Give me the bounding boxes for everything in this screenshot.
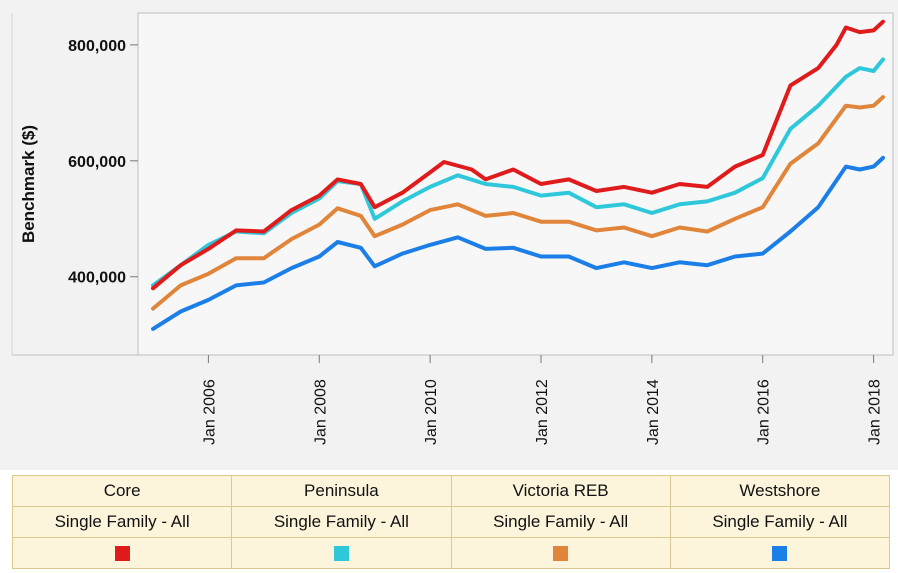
legend-name-westshore: Westshore [669, 475, 891, 507]
legend-swatch-westshore[interactable] [772, 546, 788, 562]
legend-swatch-cell-victoria-reb [450, 537, 671, 569]
series-line-core [151, 19, 885, 291]
legend-name-victoria-reb: Victoria REB [450, 475, 671, 507]
series-line-victoria-reb [151, 95, 885, 311]
legend-table: Core Peninsula Victoria REB Westshore Si… [11, 475, 891, 569]
series-line-peninsula [151, 57, 885, 288]
legend-swatch-cell-core [11, 537, 233, 569]
legend-swatch-cell-peninsula [231, 537, 452, 569]
series-line-westshore [151, 155, 885, 331]
legend-row-swatches [11, 537, 891, 569]
x-tick-label-2010: Jan 2010 [423, 379, 440, 445]
legend-swatch-core[interactable] [114, 546, 130, 562]
x-ticks: Jan 2006 Jan 2008 Jan 2010 Jan 2012 Jan 2014… [201, 355, 884, 445]
x-tick-label-2018: Jan 2018 [867, 379, 884, 445]
legend-subtitle-westshore: Single Family - All [669, 506, 891, 538]
legend-name-peninsula: Peninsula [231, 475, 452, 507]
x-tick-label-2008: Jan 2008 [312, 379, 329, 445]
y-tick-label-600000: 600,000 [68, 154, 126, 171]
legend-subtitle-victoria-reb: Single Family - All [450, 506, 671, 538]
legend-name-core: Core [11, 475, 233, 507]
legend-subtitle-peninsula: Single Family - All [231, 506, 452, 538]
x-tick-label-2006: Jan 2006 [201, 379, 218, 445]
plot-area [137, 12, 894, 356]
legend-swatch-cell-westshore [669, 537, 891, 569]
legend-row-subtitles: Single Family - All Single Family - All … [11, 506, 891, 538]
legend-row-names: Core Peninsula Victoria REB Westshore [11, 475, 891, 507]
y-tick-label-800000: 800,000 [68, 38, 126, 55]
legend-swatch-peninsula[interactable] [333, 546, 349, 562]
legend-swatch-victoria-reb[interactable] [553, 546, 569, 562]
x-tick-label-2012: Jan 2012 [534, 379, 551, 445]
series-lines [151, 19, 885, 331]
chart-area: Benchmark ($) 400,000 600,000 800,000 Jan … [0, 0, 898, 470]
x-tick-label-2016: Jan 2016 [756, 379, 773, 445]
y-axis-label: Benchmark ($) [19, 125, 38, 243]
x-tick-label-2014: Jan 2014 [645, 379, 662, 445]
y-tick-label-400000: 400,000 [68, 270, 126, 287]
y-ticks: 400,000 600,000 800,000 [68, 38, 138, 287]
legend-subtitle-core: Single Family - All [11, 506, 233, 538]
